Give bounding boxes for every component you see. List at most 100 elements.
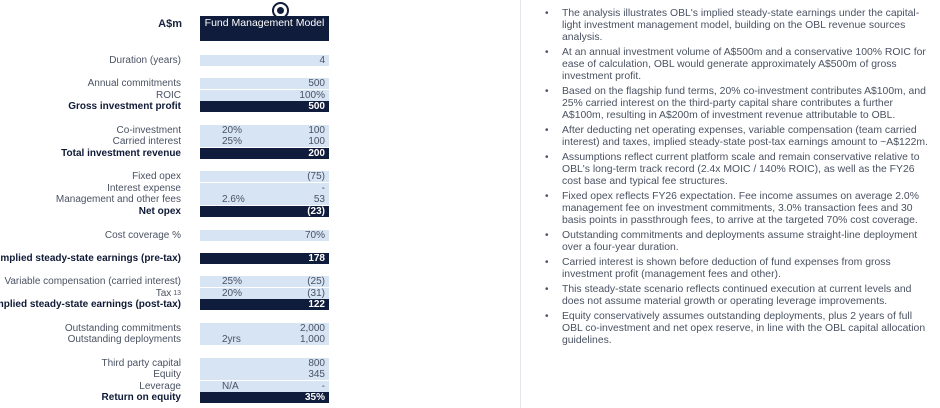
- table-row: Cost coverage % 70%: [0, 230, 520, 241]
- commentary-text: Outstanding commitments and deployments …: [562, 230, 918, 253]
- row-label-text: Equity: [153, 369, 181, 380]
- commentary-item: • After deducting net operating expenses,…: [545, 125, 930, 149]
- commentary-item: • At an annual investment volume of A$500…: [545, 47, 930, 83]
- row-assumption: 25%: [222, 276, 243, 287]
- row-value: 500: [308, 78, 325, 89]
- commentary-text: At an annual investment volume of A$500m…: [562, 47, 926, 82]
- row-value: (31): [307, 288, 325, 299]
- commentary-text: Equity conservatively assumes outstandin…: [562, 311, 926, 346]
- row-label: Carried interest: [113, 136, 181, 147]
- row-label: Annual commitments: [88, 78, 181, 89]
- row-label-text: Variable compensation (carried interest): [4, 276, 181, 287]
- row-label-text: Interest expense: [107, 183, 181, 194]
- row-value: 122: [308, 299, 325, 310]
- row-label: Cost coverage %: [105, 230, 181, 241]
- row-value: 35%: [304, 392, 325, 403]
- row-label-text: Third party capital: [101, 358, 181, 369]
- row-label: Net opex: [139, 206, 181, 217]
- table-row: Carried interest 25% 100: [0, 136, 520, 147]
- value-band: [200, 253, 329, 264]
- value-band: [200, 276, 329, 287]
- value-band: [200, 194, 329, 205]
- table-row: ROIC 100%: [0, 90, 520, 101]
- row-assumption: 20%: [222, 125, 243, 136]
- row-value: 100: [308, 136, 325, 147]
- row-label-text: Implied steady-state earnings (pre-tax): [0, 253, 181, 264]
- row-label: Management and other fees: [56, 194, 181, 205]
- table-row: Gross investment profit 500: [0, 101, 520, 112]
- table-row: Annual commitments 500: [0, 78, 520, 89]
- row-label: Leverage: [139, 381, 181, 392]
- value-band: [200, 334, 329, 345]
- table-row: Management and other fees 2.6% 53: [0, 194, 520, 205]
- value-band: [200, 381, 329, 392]
- value-band: [200, 171, 329, 182]
- row-label-text: Total investment revenue: [61, 148, 181, 159]
- row-label-text: Annual commitments: [87, 78, 181, 89]
- row-value: -: [321, 381, 325, 392]
- row-label: Third party capital: [102, 358, 181, 369]
- value-band: [200, 299, 329, 310]
- bullet-icon: •: [545, 311, 549, 322]
- value-band: [200, 55, 329, 66]
- row-value: 53: [313, 194, 325, 205]
- earnings-table: A$m Fund Management Model Duration (year…: [0, 2, 520, 403]
- row-label: Outstanding commitments: [65, 323, 181, 334]
- row-label: Return on equity: [102, 392, 181, 403]
- row-label: Outstanding deployments: [68, 334, 181, 345]
- commentary-item: • Assumptions reflect current platform sc…: [545, 152, 930, 188]
- value-band: [200, 369, 329, 380]
- table-row: Equity 345: [0, 369, 520, 380]
- row-value: 100: [308, 125, 325, 136]
- column-header: Fund Management Model: [200, 16, 329, 41]
- commentary-item: • The analysis illustrates OBL's implied …: [545, 8, 930, 44]
- table-row: Variable compensation (carried interest)…: [0, 276, 520, 287]
- row-assumption: 25%: [222, 136, 243, 147]
- commentary-text: Based on the flagship fund terms, 20% co…: [562, 86, 926, 121]
- row-label: Tax 13: [156, 288, 181, 299]
- table-row: Leverage N/A -: [0, 381, 520, 392]
- column-header-label: Fund Management Model: [204, 17, 325, 29]
- row-label: Duration (years): [109, 55, 181, 66]
- row-label-text: Cost coverage %: [104, 230, 181, 241]
- value-band: [200, 392, 329, 403]
- divider: [520, 0, 521, 408]
- row-value: 100%: [299, 90, 325, 101]
- commentary-text: Assumptions reflect current platform sca…: [562, 152, 920, 187]
- commentary-text: The analysis illustrates OBL's implied s…: [562, 8, 920, 43]
- row-value: 1,000: [299, 334, 325, 345]
- row-label: Fixed opex: [132, 171, 181, 182]
- commentary-text: After deducting net operating expenses, …: [562, 125, 928, 148]
- bullet-icon: •: [545, 47, 549, 58]
- row-label-text: Duration (years): [109, 55, 181, 66]
- commentary-item: • Fixed opex reflects FY26 expectation. F…: [545, 191, 930, 227]
- value-band: [200, 288, 329, 299]
- row-label-text: ROIC: [156, 90, 181, 101]
- currency-header: A$m: [158, 18, 182, 30]
- bullet-icon: •: [545, 284, 549, 295]
- table-row: Net opex (23): [0, 206, 520, 217]
- row-label-text: Leverage: [139, 381, 181, 392]
- commentary-list: • The analysis illustrates OBL's implied …: [545, 8, 930, 350]
- row-value: 800: [308, 358, 325, 369]
- row-label: Implied steady-state earnings (pre-tax): [0, 253, 181, 264]
- row-assumption: N/A: [222, 381, 239, 392]
- table-row: Duration (years) 4: [0, 55, 520, 66]
- table-row: Implied steady-state earnings (post-tax)…: [0, 299, 520, 310]
- row-label: ROIC: [156, 90, 181, 101]
- table-row: Interest expense -: [0, 183, 520, 194]
- row-label-text: Co-investment: [116, 125, 181, 136]
- row-value: 500: [308, 101, 325, 112]
- row-label: Implied steady-state earnings (post-tax): [0, 299, 181, 310]
- commentary-text: Carried interest is shown before deducti…: [562, 257, 891, 280]
- row-value: (23): [307, 206, 325, 217]
- table-row: Outstanding deployments 2yrs 1,000: [0, 334, 520, 345]
- commentary-item: • Based on the flagship fund terms, 20% c…: [545, 86, 930, 122]
- bullet-icon: •: [545, 230, 549, 241]
- value-band: [200, 148, 329, 159]
- row-value: 200: [308, 148, 325, 159]
- row-label: Co-investment: [117, 125, 181, 136]
- row-assumption: 2.6%: [222, 194, 245, 205]
- value-band: [200, 323, 329, 334]
- bullet-icon: •: [545, 125, 549, 136]
